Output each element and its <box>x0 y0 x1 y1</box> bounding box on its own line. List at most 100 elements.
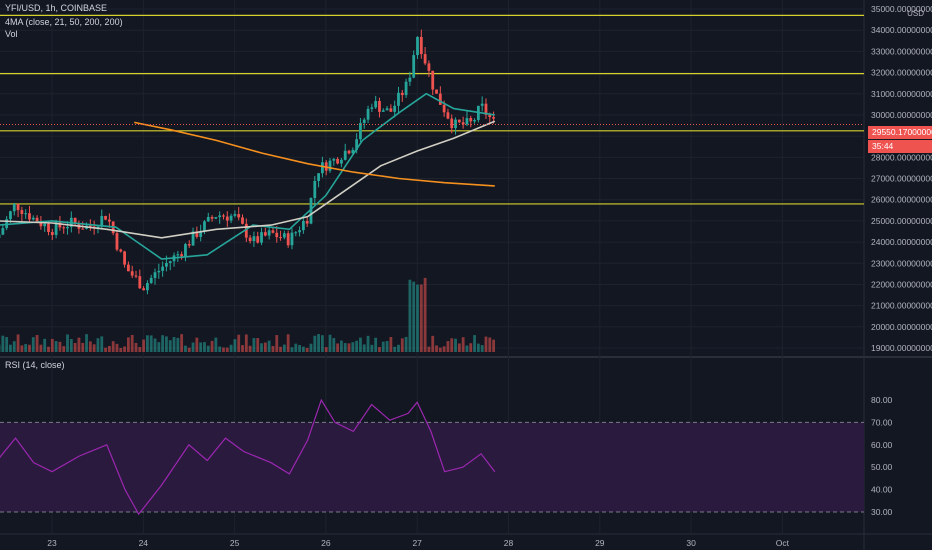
rsi-band <box>0 422 864 512</box>
candle-body <box>54 222 58 235</box>
volume-bar <box>389 336 393 352</box>
volume-bar <box>20 345 24 352</box>
candle-body <box>58 222 62 228</box>
candle-body <box>294 232 298 234</box>
candle-body <box>168 261 172 263</box>
y-tick-label: 26000.00000000 <box>871 195 932 205</box>
volume-bar <box>400 338 404 352</box>
candle-body <box>374 101 378 108</box>
candle-body <box>252 236 256 242</box>
volume-bar <box>336 343 340 352</box>
candle-body <box>229 215 233 221</box>
volume-bar <box>469 343 473 352</box>
candle-body <box>241 217 244 224</box>
candle-body <box>28 213 31 220</box>
volume-bar <box>43 338 47 352</box>
candle-body <box>408 77 412 82</box>
volume-bar <box>172 337 176 352</box>
volume-bar <box>416 284 419 352</box>
candle-body <box>126 264 130 272</box>
volume-bar <box>149 335 153 352</box>
volume-bar <box>165 336 168 352</box>
volume-bar <box>385 341 389 352</box>
candle-body <box>397 92 400 106</box>
candle-body <box>146 283 149 291</box>
volume-bar <box>442 346 446 352</box>
candle-body <box>469 118 473 122</box>
candle-body <box>461 122 465 125</box>
candle-body <box>275 232 279 238</box>
volume-bar <box>233 339 237 352</box>
volume-bar <box>298 344 301 352</box>
candle-body <box>222 215 225 217</box>
volume-bar <box>282 344 286 352</box>
volume-bar <box>203 342 206 352</box>
candle-body <box>480 103 484 106</box>
volume-bar <box>191 342 195 352</box>
volume-bar <box>199 342 203 352</box>
volume-bar <box>134 342 138 352</box>
symbol-legend: YFI/USD, 1h, COINBASE <box>5 3 108 13</box>
volume-bar <box>88 341 92 352</box>
candle-body <box>305 220 309 224</box>
rsi-line <box>0 398 496 516</box>
candle-body <box>351 149 355 154</box>
candle-body <box>313 180 317 199</box>
volume-bar <box>81 342 85 352</box>
volume-bar <box>222 347 225 352</box>
volume-bar <box>100 336 104 352</box>
candle-body <box>81 228 85 230</box>
candle-body <box>176 254 180 256</box>
volume-bar <box>16 334 20 352</box>
volume-bar <box>28 344 31 352</box>
volume-bar <box>176 337 180 352</box>
candle-body <box>187 244 191 246</box>
candle-body <box>416 36 419 56</box>
volume-bar <box>381 341 385 352</box>
candle-body <box>16 203 20 211</box>
x-tick-label: 24 <box>139 538 149 548</box>
candle-body <box>412 55 416 78</box>
candle-body <box>450 118 454 129</box>
candle-body <box>286 233 290 246</box>
volume-bar <box>54 341 58 352</box>
volume-bar <box>427 346 431 352</box>
volume-bar <box>480 345 484 352</box>
volume-bar <box>161 335 165 352</box>
candle-body <box>301 220 305 231</box>
volume-bar <box>180 334 184 352</box>
volume-bar <box>454 338 457 352</box>
x-tick-label: 25 <box>230 538 240 548</box>
rsi-tick-label: 70.00 <box>871 417 893 427</box>
volume-bar <box>123 346 126 352</box>
y-tick-label: 30000.00000000 <box>871 110 932 120</box>
y-tick-label: 19000.00000000 <box>871 343 932 353</box>
volume-bar <box>351 342 355 352</box>
x-tick-label: Oct <box>776 538 790 548</box>
candle-body <box>271 230 275 233</box>
candle-countdown: 35:44 <box>868 140 932 153</box>
volume-bar <box>187 347 191 352</box>
y-tick-label: 34000.00000000 <box>871 25 932 35</box>
candle-body <box>298 230 301 233</box>
candle-body <box>225 216 229 221</box>
rsi-tick-label: 40.00 <box>871 485 893 495</box>
candle-body <box>47 223 50 232</box>
candle-body <box>328 160 332 171</box>
candle-body <box>290 232 294 246</box>
volume-bar <box>39 344 43 352</box>
candle-body <box>423 54 427 64</box>
ma-legend: 4MA (close, 21, 50, 200, 200) <box>5 17 123 27</box>
volume-bar <box>370 344 374 352</box>
volume-bar <box>130 334 134 352</box>
volume-bar <box>69 339 73 352</box>
x-tick-label: 29 <box>595 538 605 548</box>
volume-bar <box>404 336 408 352</box>
volume-bar <box>252 338 256 352</box>
candle-body <box>43 223 47 227</box>
volume-bar <box>340 340 343 352</box>
volume-bar <box>431 335 435 352</box>
candle-body <box>115 233 119 250</box>
candle-body <box>130 271 134 276</box>
